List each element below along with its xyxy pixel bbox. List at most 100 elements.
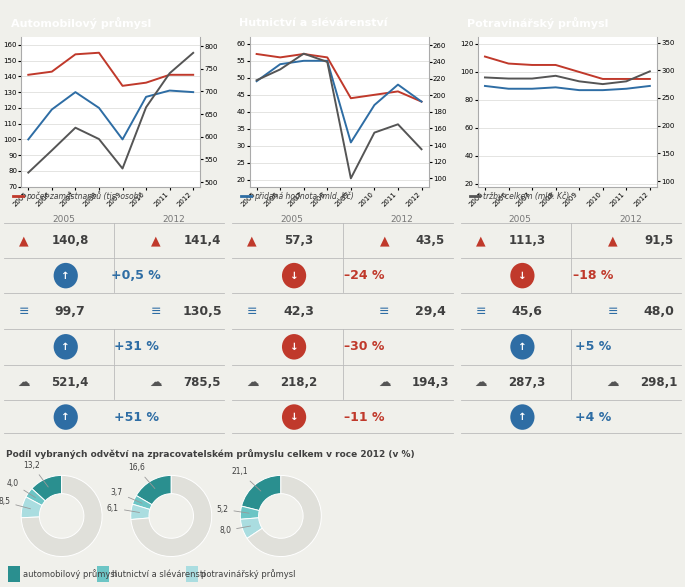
Text: 13,2: 13,2	[24, 461, 48, 487]
Wedge shape	[240, 506, 259, 519]
Text: 6,1: 6,1	[107, 504, 140, 512]
Text: 2005: 2005	[509, 215, 532, 224]
Circle shape	[53, 404, 78, 430]
Text: 194,3: 194,3	[412, 376, 449, 389]
Bar	[97, 566, 109, 582]
Text: ▲: ▲	[247, 234, 257, 247]
Bar	[8, 566, 20, 582]
Text: 111,3: 111,3	[508, 234, 545, 247]
Text: ▲: ▲	[151, 234, 161, 247]
Text: ≡: ≡	[608, 305, 618, 318]
Text: ▲: ▲	[379, 234, 389, 247]
Text: 2005: 2005	[280, 215, 303, 224]
Text: automobilový průmysl: automobilový průmysl	[23, 569, 116, 579]
Text: Hutnictví a slévárenství: Hutnictví a slévárenství	[239, 18, 388, 28]
Text: 57,3: 57,3	[284, 234, 313, 247]
Text: přidaná hodnota (mld. Kč): přidaná hodnota (mld. Kč)	[254, 191, 354, 201]
Wedge shape	[136, 475, 171, 505]
Wedge shape	[21, 497, 42, 518]
Circle shape	[282, 263, 306, 288]
Text: 5,2: 5,2	[216, 505, 249, 514]
Text: ↓: ↓	[290, 271, 299, 281]
Text: ≡: ≡	[151, 305, 161, 318]
Text: 2012: 2012	[162, 215, 185, 224]
Text: 48,0: 48,0	[643, 305, 674, 318]
Text: 29,4: 29,4	[415, 305, 446, 318]
Text: 91,5: 91,5	[645, 234, 673, 247]
Text: 4,0: 4,0	[7, 478, 36, 498]
Text: 8,0: 8,0	[219, 526, 251, 535]
Text: počet zaměstnanců (tis. osob): počet zaměstnanců (tis. osob)	[26, 191, 142, 201]
Text: ▲: ▲	[19, 234, 29, 247]
Text: +51 %: +51 %	[114, 410, 159, 424]
Text: ▲: ▲	[608, 234, 617, 247]
Text: +4 %: +4 %	[575, 410, 611, 424]
Text: 8,5: 8,5	[0, 497, 31, 509]
Text: 140,8: 140,8	[51, 234, 89, 247]
Text: 45,6: 45,6	[512, 305, 543, 318]
Text: –11 %: –11 %	[345, 410, 385, 424]
Text: Potravinářský průmysl: Potravinářský průmysl	[467, 17, 609, 29]
Bar	[186, 566, 198, 582]
Text: ↑: ↑	[518, 342, 527, 352]
Text: 42,3: 42,3	[283, 305, 314, 318]
Text: 218,2: 218,2	[280, 376, 317, 389]
Wedge shape	[131, 504, 150, 519]
Text: ↑: ↑	[62, 271, 70, 281]
Text: +5 %: +5 %	[575, 340, 611, 353]
Text: 43,5: 43,5	[416, 234, 445, 247]
Circle shape	[510, 404, 534, 430]
Text: 3,7: 3,7	[111, 488, 142, 503]
Text: 287,3: 287,3	[508, 376, 545, 389]
Text: +0,5 %: +0,5 %	[111, 269, 161, 282]
Text: –18 %: –18 %	[573, 269, 613, 282]
Text: ≡: ≡	[379, 305, 390, 318]
Text: –24 %: –24 %	[345, 269, 385, 282]
Text: 21,1: 21,1	[232, 467, 261, 491]
Circle shape	[282, 404, 306, 430]
Circle shape	[510, 263, 534, 288]
Wedge shape	[26, 488, 45, 505]
Text: 298,1: 298,1	[640, 376, 677, 389]
Text: ↑: ↑	[62, 412, 70, 422]
Text: ☁: ☁	[246, 376, 258, 389]
Text: 2005: 2005	[52, 215, 75, 224]
Text: potravinářský průmysl: potravinářský průmysl	[201, 569, 295, 579]
Text: ≡: ≡	[247, 305, 258, 318]
Text: 2012: 2012	[390, 215, 413, 224]
Wedge shape	[131, 475, 212, 556]
Text: ↓: ↓	[518, 271, 527, 281]
Wedge shape	[247, 475, 321, 556]
Text: ↑: ↑	[62, 342, 70, 352]
Text: 141,4: 141,4	[184, 234, 221, 247]
Text: ▲: ▲	[476, 234, 486, 247]
Text: ☁: ☁	[150, 376, 162, 389]
Wedge shape	[21, 475, 102, 556]
Wedge shape	[242, 475, 281, 511]
Text: ≡: ≡	[475, 305, 486, 318]
Circle shape	[510, 334, 534, 360]
Circle shape	[53, 334, 78, 360]
Text: ☁: ☁	[378, 376, 390, 389]
Text: 130,5: 130,5	[182, 305, 222, 318]
Text: 16,6: 16,6	[128, 463, 155, 488]
Circle shape	[53, 263, 78, 288]
Text: 99,7: 99,7	[55, 305, 86, 318]
Text: 785,5: 785,5	[184, 376, 221, 389]
Wedge shape	[240, 518, 262, 538]
Text: ≡: ≡	[18, 305, 29, 318]
Text: Automobilový průmysl: Automobilový průmysl	[11, 17, 151, 29]
Text: –30 %: –30 %	[345, 340, 385, 353]
Text: ☁: ☁	[18, 376, 30, 389]
Text: 521,4: 521,4	[51, 376, 89, 389]
Text: +31 %: +31 %	[114, 340, 159, 353]
Text: 2012: 2012	[619, 215, 642, 224]
Text: Podíl vybraných odvětví na zpracovatelském průmyslu celkem v roce 2012 (v %): Podíl vybraných odvětví na zpracovatelsk…	[5, 450, 414, 459]
Text: ☁: ☁	[474, 376, 487, 389]
Wedge shape	[32, 475, 62, 501]
Text: ☁: ☁	[606, 376, 619, 389]
Text: ↓: ↓	[290, 412, 299, 422]
Text: hutnictví a slévárenstí: hutnictví a slévárenstí	[112, 569, 206, 579]
Text: ↑: ↑	[518, 412, 527, 422]
Wedge shape	[132, 495, 152, 510]
